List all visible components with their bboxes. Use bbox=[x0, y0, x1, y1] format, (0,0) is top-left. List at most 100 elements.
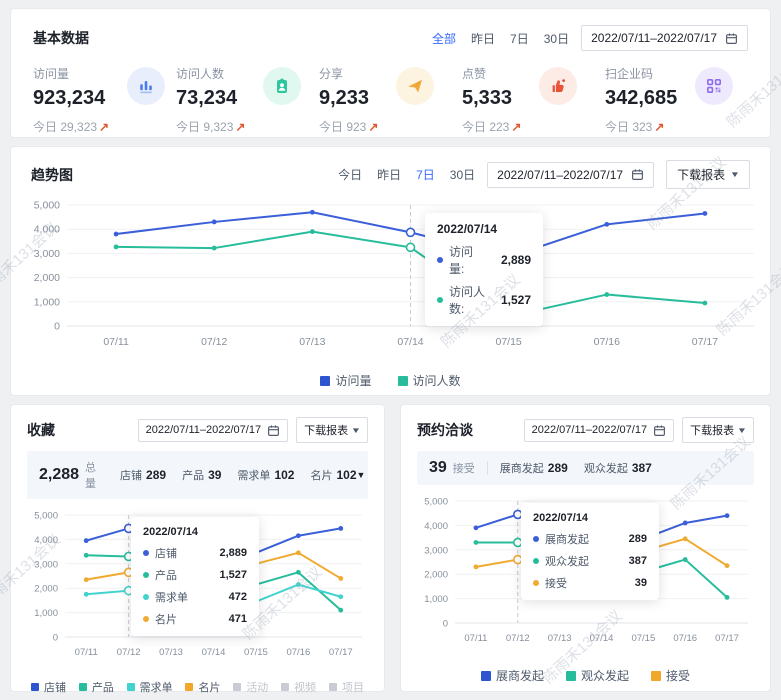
summary-total-label: 接受 bbox=[452, 463, 475, 475]
legend-square-icon bbox=[328, 683, 337, 691]
trend-line-chart[interactable]: 0 1,000 2,000 3,000 4,000 5,000 07/11 07/12 07/1… bbox=[21, 193, 762, 353]
favorites-chart-area: 0 1,000 2,000 3,000 4,000 5,000 07/11 07/12 07/1… bbox=[27, 507, 368, 667]
filter-30days[interactable]: 30日 bbox=[543, 31, 570, 46]
date-range-value: 2022/07/11–2022/07/17 bbox=[145, 424, 262, 436]
date-range-value: 2022/07/11–2022/07/17 bbox=[531, 424, 648, 436]
appointments-summary-bar: 39 接受 展商发起 289 观众发起 387 bbox=[417, 451, 754, 485]
svg-text:0: 0 bbox=[443, 619, 448, 630]
filter-yesterday[interactable]: 昨日 bbox=[377, 168, 402, 182]
stat-label: 访问量 bbox=[33, 67, 70, 81]
svg-text:5,000: 5,000 bbox=[34, 200, 60, 212]
legend-square-icon bbox=[397, 375, 408, 386]
tooltip-row: 接受 39 bbox=[533, 575, 647, 591]
trend-date-range-picker[interactable]: 2022/07/11–2022/07/17 bbox=[487, 161, 655, 188]
summary-item: 需求单 102 bbox=[237, 468, 295, 482]
svg-text:07/13: 07/13 bbox=[548, 633, 572, 644]
calendar-icon bbox=[726, 32, 737, 44]
filter-all[interactable]: 全部 bbox=[432, 31, 457, 46]
appointments-tooltip: 2022/07/14 展商发起 289 观众发起 387 接受 39 bbox=[521, 503, 659, 600]
tooltip-row: 访问人数: 1,527 bbox=[437, 283, 531, 317]
legend-item-shop[interactable]: 店铺 bbox=[31, 679, 66, 695]
divider bbox=[486, 461, 488, 475]
basic-date-range-picker[interactable]: 2022/07/11–2022/07/17 bbox=[581, 25, 748, 51]
series-dot-icon bbox=[437, 257, 443, 263]
filter-today[interactable]: 今日 bbox=[338, 168, 363, 182]
qr-code-icon bbox=[695, 67, 734, 105]
legend-item-product[interactable]: 产品 bbox=[78, 679, 114, 695]
tooltip-row: 观众发起 387 bbox=[533, 553, 647, 569]
tooltip-date: 2022/07/14 bbox=[533, 512, 589, 524]
svg-text:07/11: 07/11 bbox=[103, 336, 129, 348]
svg-text:07/14: 07/14 bbox=[397, 336, 423, 348]
filter-7days[interactable]: 7日 bbox=[416, 168, 435, 182]
chevron-down-icon: ▼ bbox=[350, 425, 362, 435]
legend-item-video[interactable]: 视频 bbox=[281, 679, 316, 695]
trend-up-icon: ↗ bbox=[99, 120, 110, 134]
svg-text:07/15: 07/15 bbox=[631, 633, 655, 644]
svg-text:1,000: 1,000 bbox=[34, 608, 58, 619]
legend-item-visits[interactable]: 访问量 bbox=[320, 372, 372, 389]
legend-item-project[interactable]: 项目 bbox=[328, 679, 364, 695]
paper-plane-icon bbox=[396, 67, 435, 105]
favorites-date-range-picker[interactable]: 2022/07/11–2022/07/17 bbox=[137, 418, 289, 442]
legend-item-exhibitor[interactable]: 展商发起 bbox=[480, 667, 544, 684]
download-report-button[interactable]: 下载报表 ▼ bbox=[666, 160, 750, 189]
filter-yesterday[interactable]: 昨日 bbox=[471, 31, 496, 46]
series-dot-icon bbox=[143, 616, 149, 622]
svg-text:07/16: 07/16 bbox=[286, 647, 310, 658]
stat-label: 扫企业码 bbox=[605, 67, 654, 81]
summary-item: 展商发起 289 bbox=[499, 461, 568, 475]
favorites-title: 收藏 bbox=[27, 422, 55, 438]
legend-square-icon bbox=[281, 683, 290, 691]
legend-item-audience[interactable]: 观众发起 bbox=[565, 667, 629, 684]
stat-value: 5,333 bbox=[462, 87, 513, 109]
svg-text:2,000: 2,000 bbox=[424, 570, 448, 581]
svg-text:3,000: 3,000 bbox=[424, 545, 448, 556]
stat-card-visits: 访问量 923,234 今日 29,323 ↗ bbox=[33, 65, 176, 135]
series-dot-icon bbox=[143, 550, 149, 556]
summary-dropdown-icon[interactable]: ▼ bbox=[356, 470, 366, 480]
summary-item: 店铺 289 bbox=[120, 468, 167, 482]
legend-item-visitors[interactable]: 访问人数 bbox=[397, 372, 461, 389]
filter-30days[interactable]: 30日 bbox=[449, 168, 476, 182]
svg-text:07/17: 07/17 bbox=[692, 336, 718, 348]
tooltip-row: 展商发起 289 bbox=[533, 531, 647, 547]
legend-item-card[interactable]: 名片 bbox=[185, 679, 220, 695]
legend-square-icon bbox=[185, 683, 194, 691]
stat-today: 今日 923 ↗ bbox=[319, 120, 379, 134]
series-dot-icon bbox=[143, 594, 149, 600]
legend-square-icon bbox=[480, 670, 491, 681]
legend-square-icon bbox=[320, 375, 331, 386]
summary-total-value: 39 bbox=[429, 459, 447, 476]
stat-value: 9,233 bbox=[319, 87, 370, 109]
legend-item-activity[interactable]: 活动 bbox=[233, 679, 268, 695]
svg-text:4,000: 4,000 bbox=[34, 224, 60, 236]
user-badge-icon bbox=[263, 67, 302, 105]
favorites-summary-bar: 2,288 总量 店铺 289 产品 39 需求单 102 名片 102 ▼ bbox=[27, 451, 368, 499]
calendar-icon bbox=[632, 169, 644, 180]
bar-chart-icon bbox=[127, 67, 166, 105]
svg-text:07/15: 07/15 bbox=[244, 647, 268, 658]
svg-text:07/15: 07/15 bbox=[496, 336, 522, 348]
legend-item-accept[interactable]: 接受 bbox=[651, 667, 690, 684]
appointments-date-range-picker[interactable]: 2022/07/11–2022/07/17 bbox=[523, 418, 675, 442]
legend-item-demand[interactable]: 需求单 bbox=[126, 679, 173, 695]
svg-text:1,000: 1,000 bbox=[424, 594, 448, 605]
stat-card-shares: 分享 9,233 今日 923 ↗ bbox=[319, 65, 462, 135]
download-report-button[interactable]: 下载报表 ▼ bbox=[682, 417, 754, 443]
trend-tooltip: 2022/07/14 访问量: 2,889 访问人数: 1,527 bbox=[425, 213, 543, 326]
stats-row: 访问量 923,234 今日 29,323 ↗ 访问人数 73,234 今日 9,… bbox=[11, 55, 770, 135]
trend-chart-area: 0 1,000 2,000 3,000 4,000 5,000 07/11 07/12 07/1… bbox=[21, 193, 760, 358]
tooltip-row: 访问量: 2,889 bbox=[437, 243, 531, 277]
stat-today: 今日 223 ↗ bbox=[462, 120, 522, 134]
appointments-panel: 预约洽谈 2022/07/11–2022/07/17 下载报表 ▼ 39 接受 … bbox=[400, 404, 771, 692]
summary-total-value: 2,288 bbox=[39, 466, 80, 483]
download-report-button[interactable]: 下载报表 ▼ bbox=[296, 417, 368, 443]
filter-7days[interactable]: 7日 bbox=[510, 31, 529, 46]
svg-text:0: 0 bbox=[54, 321, 60, 333]
series-dot-icon bbox=[533, 580, 539, 586]
svg-text:07/13: 07/13 bbox=[299, 336, 325, 348]
svg-text:5,000: 5,000 bbox=[424, 497, 448, 508]
stat-value: 923,234 bbox=[33, 87, 106, 109]
calendar-icon bbox=[268, 424, 280, 436]
